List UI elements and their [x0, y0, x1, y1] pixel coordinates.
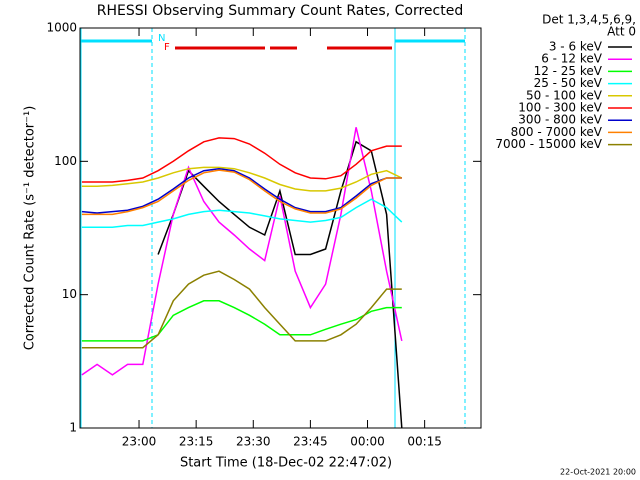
- footer: 22-Oct-2021 20:00: [560, 468, 636, 477]
- legend-label: 12 - 25 keV: [534, 64, 603, 78]
- series-line: [157, 140, 403, 429]
- legend-label: 100 - 300 keV: [518, 101, 602, 115]
- y-tick-label: 10: [62, 287, 77, 301]
- x-tick-label: 00:00: [350, 435, 385, 449]
- series-line: [81, 198, 403, 229]
- legend-label: 3 - 6 keV: [549, 40, 603, 54]
- legend-label: 50 - 100 keV: [526, 88, 603, 102]
- flag-label: N: [158, 33, 165, 44]
- plot-frame: [79, 27, 482, 429]
- y-tick-label: 1: [69, 421, 77, 435]
- chart-title: RHESSI Observing Summary Count Rates, Co…: [97, 3, 463, 19]
- series-line: [81, 167, 402, 214]
- x-tick-label: 23:15: [179, 435, 214, 449]
- series-line: [81, 166, 403, 192]
- y-tick-label: 1000: [46, 21, 77, 35]
- series-line: [81, 169, 402, 216]
- legend-label: 300 - 800 keV: [518, 113, 602, 127]
- legend-label: 800 - 7000 keV: [511, 125, 603, 139]
- series-line: [81, 300, 402, 342]
- series-line: [81, 137, 402, 183]
- x-tick-label: 23:00: [122, 435, 157, 449]
- x-tick-label: 00:15: [407, 435, 442, 449]
- legend-label: 6 - 12 keV: [541, 52, 603, 66]
- flag-label: F: [164, 42, 170, 53]
- legend-label: 25 - 50 keV: [534, 76, 603, 90]
- x-tick-label: 23:30: [236, 435, 271, 449]
- legend-header: Att 0: [607, 25, 636, 39]
- x-tick-label: 23:45: [293, 435, 328, 449]
- legend-label: 7000 - 15000 keV: [495, 137, 602, 151]
- x-axis-label: Start Time (18-Dec-02 22:47:02): [180, 456, 392, 471]
- y-axis-label: Corrected Count Rate (s⁻¹ detector⁻¹): [23, 106, 38, 351]
- y-tick-label: 100: [54, 154, 77, 168]
- series-line: [81, 270, 402, 349]
- legend-header: Det 1,3,4,5,6,9,: [542, 13, 636, 27]
